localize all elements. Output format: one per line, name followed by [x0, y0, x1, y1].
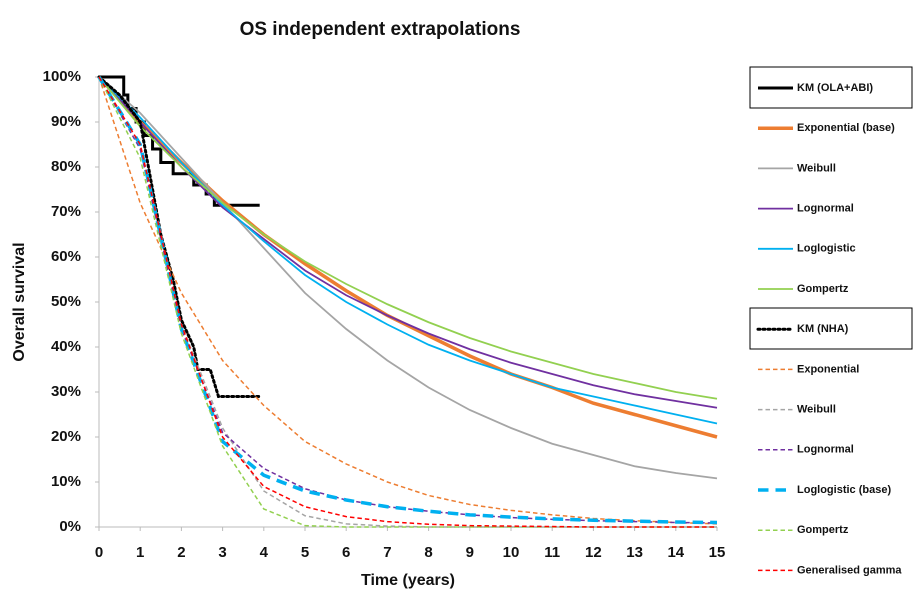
legend-label: Weibull	[797, 404, 836, 416]
legend-label: Generalised gamma	[797, 564, 902, 576]
legend-label: Loglogistic (base)	[797, 484, 891, 496]
y-axis-title: Overall survival	[11, 242, 28, 361]
x-tick-label: 7	[383, 544, 391, 561]
x-tick-label: 8	[424, 544, 432, 561]
series-line	[97, 75, 718, 439]
x-tick-label: 11	[544, 544, 560, 561]
y-tick-label: 100%	[43, 68, 81, 85]
x-tick-label: 3	[218, 544, 226, 561]
x-tick-label: 9	[466, 544, 474, 561]
series-line	[98, 76, 718, 525]
x-tick-label: 1	[136, 544, 144, 561]
legend-label: Exponential (base)	[797, 122, 895, 134]
series-line	[98, 76, 718, 480]
legend-label: Weibull	[797, 162, 836, 174]
legend-label: Loglogistic	[797, 243, 856, 255]
y-tick-label: 10%	[51, 473, 81, 490]
y-tick-label: 20%	[51, 428, 81, 445]
legend-label: Exponential	[797, 363, 859, 375]
y-tick-label: 0%	[59, 518, 81, 535]
series-line	[98, 76, 718, 524]
legend-label: KM (NHA)	[797, 323, 849, 335]
x-tick-label: 2	[177, 544, 185, 561]
series-line	[98, 76, 717, 528]
legend-label: Lognormal	[797, 203, 854, 215]
legend-label: Gompertz	[797, 283, 849, 295]
x-tick-label: 10	[503, 544, 520, 561]
y-tick-label: 50%	[51, 293, 81, 310]
legend-box	[749, 66, 913, 109]
series-line	[97, 75, 262, 398]
x-tick-label: 13	[626, 544, 643, 561]
x-tick-label: 0	[95, 544, 103, 561]
legend-label: Gompertz	[797, 524, 849, 536]
y-tick-label: 40%	[51, 338, 81, 355]
y-tick-label: 90%	[51, 113, 81, 130]
legend-label: KM (OLA+ABI)	[797, 82, 873, 94]
x-tick-label: 14	[667, 544, 684, 561]
series-line	[97, 76, 718, 525]
series-line	[98, 76, 717, 528]
series-line	[98, 76, 718, 425]
series-line	[98, 76, 717, 528]
series-line	[98, 76, 718, 409]
series-line	[99, 75, 260, 207]
x-axis-title: Time (years)	[361, 572, 455, 589]
series-line	[98, 76, 718, 400]
chart-title: OS independent extrapolations	[240, 19, 521, 40]
x-tick-label: 12	[585, 544, 602, 561]
legend-box	[749, 307, 913, 350]
y-tick-label: 30%	[51, 383, 81, 400]
y-tick-label: 80%	[51, 158, 81, 175]
x-tick-label: 5	[301, 544, 309, 561]
x-tick-label: 4	[260, 544, 269, 561]
x-tick-label: 6	[342, 544, 350, 561]
y-tick-label: 70%	[51, 203, 81, 220]
y-tick-label: 60%	[51, 248, 81, 265]
legend-label: Lognormal	[797, 444, 854, 456]
x-tick-label: 15	[709, 544, 726, 561]
